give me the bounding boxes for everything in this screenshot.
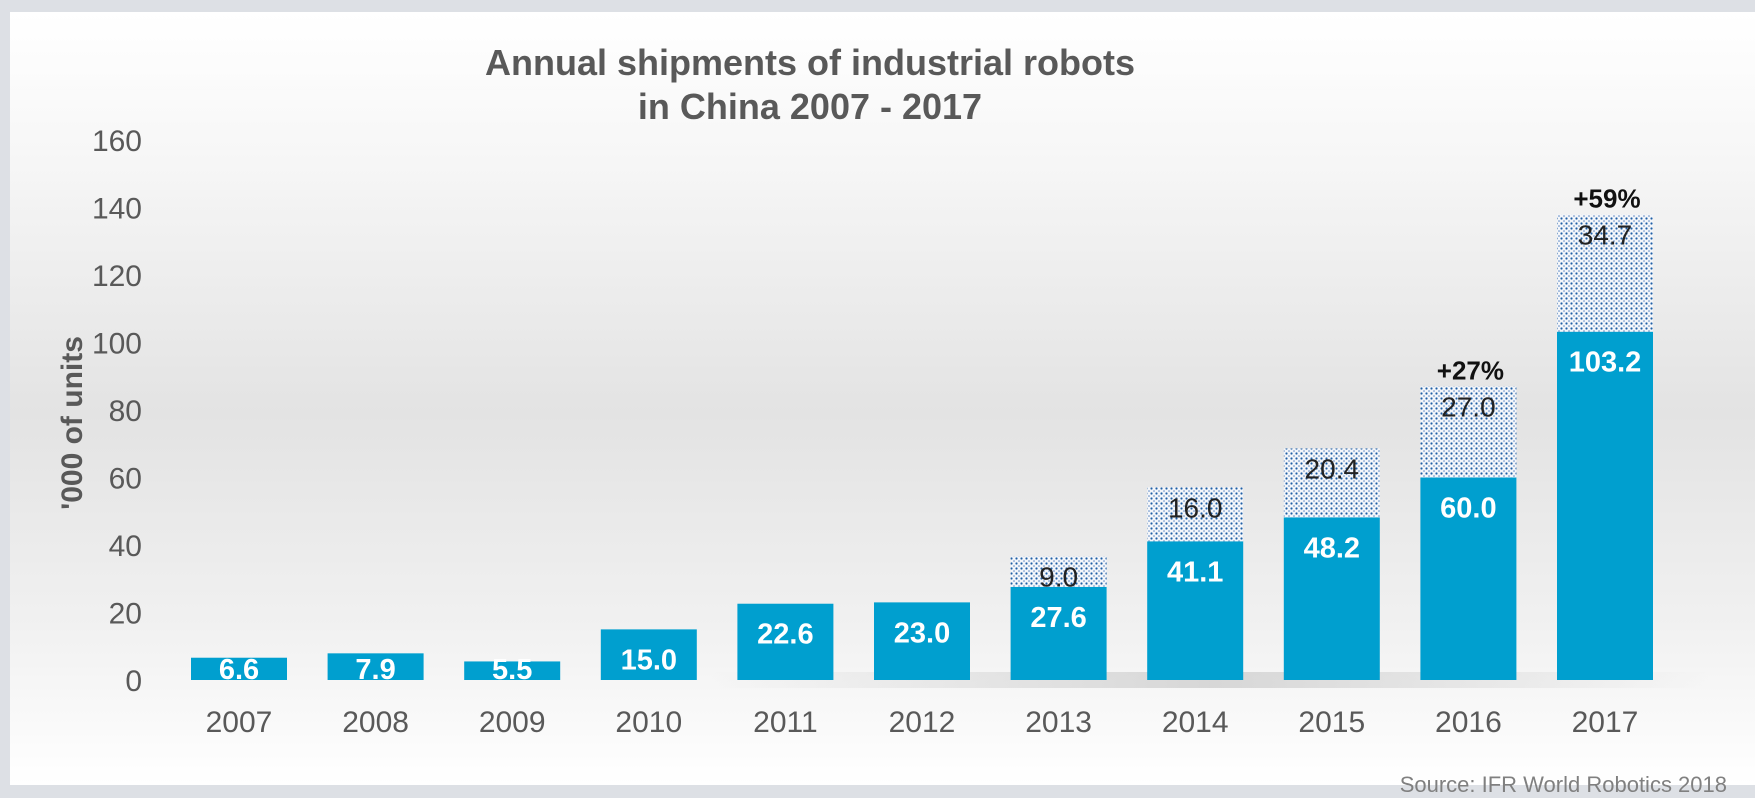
x-tick-label: 2014 xyxy=(1162,706,1229,739)
bar-2011 xyxy=(737,603,834,680)
stack-label-2017: 34.7 xyxy=(1578,220,1633,251)
stack-label-2016: 27.0 xyxy=(1441,391,1496,422)
x-tick-label: 2008 xyxy=(342,706,409,739)
bar-2009 xyxy=(464,661,561,680)
x-tick-label: 2010 xyxy=(615,706,682,739)
x-tick-label: 2015 xyxy=(1298,706,1365,739)
x-tick-label: 2013 xyxy=(1025,706,1092,739)
bar-2013 xyxy=(1010,586,1107,680)
bar-label-2010: 15.0 xyxy=(621,644,677,676)
stack-label-2014: 16.0 xyxy=(1168,492,1223,523)
bar-2008 xyxy=(327,653,424,680)
stack-2016 xyxy=(1420,386,1517,478)
bar-chart: 0 20 40 60 80 100 120 140 160 6.6 7.9 5.5 15.0 22.6 2… xyxy=(56,125,1710,739)
x-tick-label: 2009 xyxy=(479,706,546,739)
y-tick-label: 140 xyxy=(92,193,142,226)
stack-2015 xyxy=(1283,448,1380,518)
x-tick-label: 2012 xyxy=(889,706,956,739)
chart-panel: Annual shipments of industrial robots in… xyxy=(10,12,1755,797)
bar-2014 xyxy=(1147,541,1244,680)
bar-2016 xyxy=(1420,477,1517,680)
y-tick-label: 80 xyxy=(109,395,142,428)
growth-annotation: +27% xyxy=(1437,355,1504,385)
chart-subtitle: in China 2007 - 2017 xyxy=(637,86,983,127)
y-tick-label: 40 xyxy=(109,530,142,563)
source-note: Source: IFR World Robotics 2018 xyxy=(1399,772,1727,797)
x-tick-label: 2016 xyxy=(1435,706,1502,739)
stack-2014 xyxy=(1147,487,1244,542)
stack-label-2013: 9.0 xyxy=(1039,561,1078,592)
y-tick-label: 0 xyxy=(125,665,142,698)
bar-label-2015: 48.2 xyxy=(1304,532,1360,564)
x-tick-label: 2011 xyxy=(753,706,818,739)
bar-label-2014: 41.1 xyxy=(1167,556,1223,588)
bar-label-2008: 7.9 xyxy=(355,654,395,686)
stack-2017 xyxy=(1557,214,1653,332)
stack-2013 xyxy=(1010,556,1107,587)
chart-title: Annual shipments of industrial robots xyxy=(484,42,1136,83)
bar-label-2012: 23.0 xyxy=(894,617,950,649)
bar-2010 xyxy=(600,629,697,680)
y-tick-label: 20 xyxy=(109,598,142,631)
bar-2017 xyxy=(1557,331,1653,680)
growth-annotation: +59% xyxy=(1573,184,1640,214)
bar-label-2007: 6.6 xyxy=(219,654,259,686)
y-tick-label: 160 xyxy=(92,125,142,158)
bar-label-2011: 22.6 xyxy=(757,619,813,651)
y-tick-label: 60 xyxy=(109,463,142,496)
y-tick-label: 120 xyxy=(92,260,142,293)
x-tick-label: 2007 xyxy=(206,706,273,739)
bar-label-2016: 60.0 xyxy=(1440,493,1496,525)
x-tick-label: 2017 xyxy=(1572,706,1639,739)
bar-2012 xyxy=(874,602,970,680)
bar-2015 xyxy=(1283,517,1380,680)
bar-label-2009: 5.5 xyxy=(492,654,532,686)
y-axis-label: '000 of units xyxy=(56,336,89,510)
stack-label-2015: 20.4 xyxy=(1305,453,1360,484)
bar-label-2017: 103.2 xyxy=(1569,347,1642,379)
bar-2007 xyxy=(191,657,287,680)
bar-label-2013: 27.6 xyxy=(1030,602,1086,634)
y-tick-label: 100 xyxy=(92,328,142,361)
